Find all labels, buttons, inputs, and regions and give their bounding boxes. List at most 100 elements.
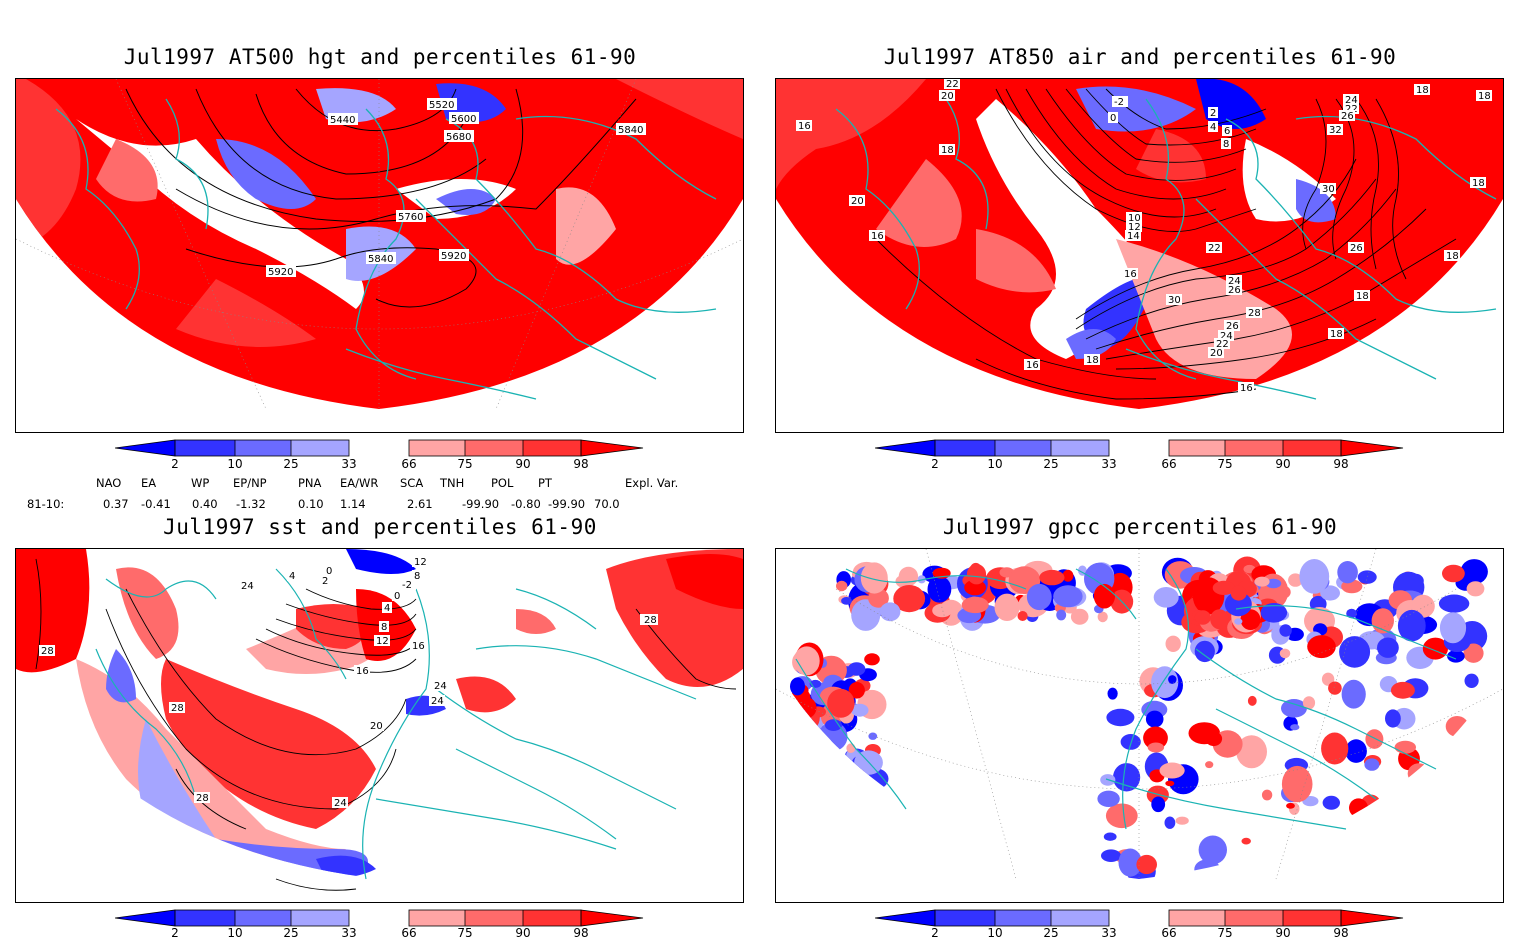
contour-label: 26 [1226, 321, 1239, 332]
contour-label: 28 [41, 646, 54, 657]
colorbar-tick-label: 90 [515, 457, 531, 471]
map-panel-air850: 22 20 16 18 20 16 -2 0 2 4 6 8 10 12 14 22 24 26 16 30 28 26 2… [775, 78, 1504, 433]
contour-label: 16 [1240, 383, 1253, 394]
contour-label: 18 [1472, 178, 1485, 189]
contour-label: 4 [289, 571, 295, 582]
colorbar-tick-label: 10 [227, 457, 243, 471]
contour-label: 18 [1478, 91, 1491, 102]
index-value: -0.80 [511, 497, 541, 511]
contour-label: 28 [196, 793, 209, 804]
contour-label: 14 [1127, 231, 1140, 242]
contour-label: 0 [394, 591, 400, 602]
contour-label: 28 [171, 703, 184, 714]
index-header: Expl. Var. [625, 476, 679, 490]
colorbar-tick-label: 98 [1333, 926, 1349, 940]
map-panel-hgt500: 5440 5520 5600 5680 5840 5760 5840 5920 … [15, 78, 744, 433]
colorbar-tick-label: 33 [341, 457, 357, 471]
colorbar-tick-label: 33 [1101, 457, 1117, 471]
colorbar-tick-label: 2 [931, 457, 939, 471]
contour-label: 16 [412, 641, 425, 652]
colorbar-tick-label: 10 [987, 926, 1003, 940]
colorbar-tick-label: 2 [931, 926, 939, 940]
colorbar-tick-label: 90 [1275, 457, 1291, 471]
contour-label: 22 [1216, 339, 1229, 350]
colorbar-tick-label: 98 [1333, 457, 1349, 471]
colorbar-tick-label: 90 [515, 926, 531, 940]
colorbar-tick-label: 66 [401, 457, 417, 471]
contour-label: -2 [402, 580, 412, 591]
contour-label: 18 [1416, 85, 1429, 96]
colorbar-tick-label: 75 [1217, 926, 1233, 940]
map-panel-gpcc [775, 548, 1504, 903]
colorbar-tick-label: 25 [283, 926, 299, 940]
contour-label: 20 [941, 91, 954, 102]
contour-label: 16 [1026, 360, 1039, 371]
contour-label: 22 [946, 79, 959, 90]
index-value: 0.10 [298, 497, 324, 511]
colorbar-tick-label: 25 [283, 457, 299, 471]
contour-label: 20 [851, 196, 864, 207]
index-value: -0.41 [141, 497, 171, 511]
index-header: EA/WR [340, 476, 379, 490]
panel-title-hgt500: Jul1997 AT500 hgt and percentiles 61-90 [123, 45, 637, 69]
contour-label: 2 [1210, 108, 1216, 119]
contour-label: 28 [1248, 308, 1261, 319]
contour-label: 4 [1210, 122, 1216, 133]
colorbar-tick-label: 75 [457, 457, 473, 471]
contour-label: 24 [431, 696, 444, 707]
contour-label: -2 [1114, 97, 1124, 108]
colorbar-tick-label: 2 [171, 457, 179, 471]
contour-label: 20 [1210, 348, 1223, 359]
index-value: 2.61 [407, 497, 433, 511]
contour-label: 26 [1350, 243, 1363, 254]
index-value: -1.32 [236, 497, 266, 511]
contour-label: 5760 [398, 212, 423, 223]
colorbar-top-right [875, 439, 1404, 457]
contour-label: 18 [1330, 329, 1343, 340]
colorbar-tick-label: 90 [1275, 926, 1291, 940]
index-value: -99.90 [462, 497, 500, 511]
index-header: WP [191, 476, 210, 490]
index-value: 70.0 [594, 497, 620, 511]
contour-label: 0 [326, 566, 332, 577]
contour-label: 10 [1128, 213, 1141, 224]
colorbar-tick-label: 98 [573, 457, 589, 471]
contour-label: 16 [1124, 269, 1137, 280]
index-header: EP/NP [233, 476, 267, 490]
contour-label: 5840 [618, 125, 643, 136]
contour-label: 0 [1110, 113, 1116, 124]
contour-label: 16 [798, 121, 811, 132]
contour-label: 20 [370, 721, 383, 732]
contour-label: 12 [376, 636, 389, 647]
panel-title-air850: Jul1997 AT850 air and percentiles 61-90 [883, 45, 1397, 69]
colorbar-tick-label: 33 [1101, 926, 1117, 940]
contour-label: 5920 [268, 267, 293, 278]
contour-label: 24 [1345, 95, 1358, 106]
contour-label: 5920 [441, 251, 466, 262]
contour-label: 12 [1128, 222, 1141, 233]
colorbar-tick-label: 75 [1217, 457, 1233, 471]
contour-label: 22 [1208, 243, 1221, 254]
colorbar-tick-label: 98 [573, 926, 589, 940]
colorbar-tick-label: 10 [227, 926, 243, 940]
contour-label: 26 [1228, 285, 1241, 296]
colorbar-tick-label: 75 [457, 926, 473, 940]
contour-label: 5520 [429, 100, 454, 111]
contour-label: 8 [414, 571, 420, 582]
contour-label: 5600 [451, 114, 476, 125]
colorbar-tick-label: 66 [401, 926, 417, 940]
panel-title-gpcc: Jul1997 gpcc percentiles 61-90 [942, 515, 1338, 539]
contour-label: 22 [1345, 104, 1358, 115]
contour-label: 24 [334, 798, 347, 809]
contour-label: 18 [1356, 291, 1369, 302]
contour-label: 30 [1322, 184, 1335, 195]
index-value: -99.90 [548, 497, 586, 511]
contour-label: 28 [644, 615, 657, 626]
index-row-label: 81-10: [27, 497, 65, 511]
colorbar-tick-label: 33 [341, 926, 357, 940]
index-header: TNH [440, 476, 465, 490]
contour-label: 5680 [446, 132, 471, 143]
colorbar-tick-label: 25 [1043, 457, 1059, 471]
contour-label: 16 [871, 231, 884, 242]
